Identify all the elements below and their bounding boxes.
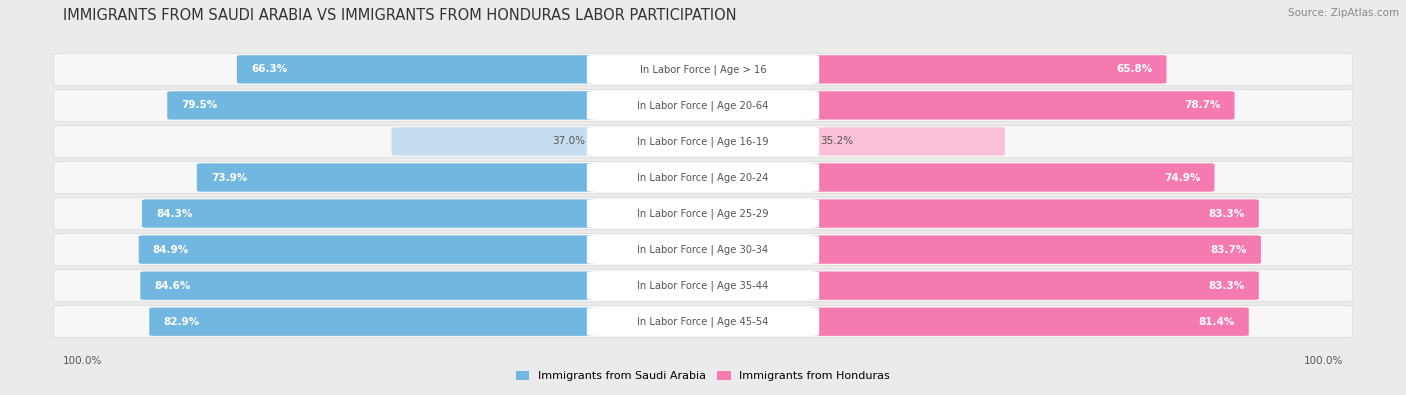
FancyBboxPatch shape — [811, 164, 1215, 192]
FancyBboxPatch shape — [53, 53, 1353, 85]
FancyBboxPatch shape — [53, 233, 1353, 266]
Text: 83.3%: 83.3% — [1209, 280, 1244, 291]
FancyBboxPatch shape — [586, 127, 820, 156]
FancyBboxPatch shape — [391, 127, 595, 156]
Text: 78.7%: 78.7% — [1184, 100, 1220, 111]
FancyBboxPatch shape — [586, 308, 820, 336]
FancyBboxPatch shape — [149, 308, 595, 336]
FancyBboxPatch shape — [53, 306, 1353, 338]
FancyBboxPatch shape — [586, 199, 820, 228]
Text: 73.9%: 73.9% — [211, 173, 247, 182]
Text: In Labor Force | Age 45-54: In Labor Force | Age 45-54 — [637, 316, 769, 327]
Text: 35.2%: 35.2% — [821, 136, 853, 147]
Text: In Labor Force | Age 30-34: In Labor Force | Age 30-34 — [637, 245, 769, 255]
FancyBboxPatch shape — [142, 199, 595, 228]
FancyBboxPatch shape — [53, 125, 1353, 158]
FancyBboxPatch shape — [139, 235, 595, 264]
FancyBboxPatch shape — [811, 271, 1258, 300]
Text: 84.3%: 84.3% — [156, 209, 193, 218]
Text: 100.0%: 100.0% — [63, 356, 103, 365]
Text: In Labor Force | Age 20-64: In Labor Force | Age 20-64 — [637, 100, 769, 111]
Text: 100.0%: 100.0% — [1303, 356, 1343, 365]
Text: In Labor Force | Age 16-19: In Labor Force | Age 16-19 — [637, 136, 769, 147]
FancyBboxPatch shape — [811, 308, 1249, 336]
FancyBboxPatch shape — [53, 198, 1353, 229]
Legend: Immigrants from Saudi Arabia, Immigrants from Honduras: Immigrants from Saudi Arabia, Immigrants… — [512, 366, 894, 386]
Text: 84.9%: 84.9% — [153, 245, 188, 255]
Text: IMMIGRANTS FROM SAUDI ARABIA VS IMMIGRANTS FROM HONDURAS LABOR PARTICIPATION: IMMIGRANTS FROM SAUDI ARABIA VS IMMIGRAN… — [63, 8, 737, 23]
FancyBboxPatch shape — [586, 271, 820, 300]
Text: In Labor Force | Age 35-44: In Labor Force | Age 35-44 — [637, 280, 769, 291]
Text: In Labor Force | Age 25-29: In Labor Force | Age 25-29 — [637, 208, 769, 219]
Text: 81.4%: 81.4% — [1198, 317, 1234, 327]
FancyBboxPatch shape — [141, 271, 595, 300]
FancyBboxPatch shape — [53, 162, 1353, 194]
FancyBboxPatch shape — [53, 269, 1353, 302]
FancyBboxPatch shape — [811, 199, 1258, 228]
FancyBboxPatch shape — [167, 91, 595, 120]
FancyBboxPatch shape — [811, 127, 1005, 156]
Text: In Labor Force | Age 20-24: In Labor Force | Age 20-24 — [637, 172, 769, 183]
Text: 83.7%: 83.7% — [1211, 245, 1247, 255]
Text: 37.0%: 37.0% — [553, 136, 585, 147]
FancyBboxPatch shape — [53, 89, 1353, 122]
FancyBboxPatch shape — [811, 55, 1167, 83]
FancyBboxPatch shape — [197, 164, 595, 192]
FancyBboxPatch shape — [238, 55, 595, 83]
Text: 79.5%: 79.5% — [181, 100, 218, 111]
Text: 65.8%: 65.8% — [1116, 64, 1153, 74]
FancyBboxPatch shape — [811, 235, 1261, 264]
Text: In Labor Force | Age > 16: In Labor Force | Age > 16 — [640, 64, 766, 75]
FancyBboxPatch shape — [586, 91, 820, 120]
Text: Source: ZipAtlas.com: Source: ZipAtlas.com — [1288, 8, 1399, 18]
Text: 83.3%: 83.3% — [1209, 209, 1244, 218]
FancyBboxPatch shape — [586, 55, 820, 83]
FancyBboxPatch shape — [811, 91, 1234, 120]
Text: 66.3%: 66.3% — [252, 64, 287, 74]
Text: 84.6%: 84.6% — [155, 280, 191, 291]
FancyBboxPatch shape — [586, 164, 820, 192]
Text: 74.9%: 74.9% — [1164, 173, 1201, 182]
Text: 82.9%: 82.9% — [163, 317, 200, 327]
FancyBboxPatch shape — [586, 235, 820, 264]
